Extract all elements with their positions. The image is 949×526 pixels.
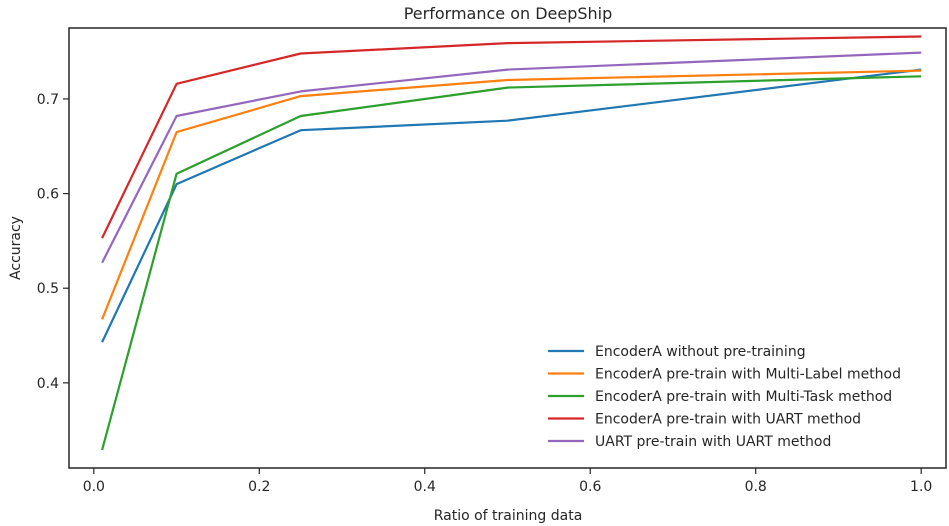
series-line-4 <box>101 35 922 239</box>
x-tick-label: 0.2 <box>248 479 270 495</box>
y-tick-label: 0.5 <box>37 281 59 297</box>
series-line-1 <box>101 68 922 343</box>
x-tick-label: 1.0 <box>910 479 932 495</box>
y-axis-label: Accuracy <box>8 216 24 280</box>
series-line-3 <box>101 75 922 451</box>
y-axis: 0.4 0.5 0.6 0.7 <box>37 92 69 392</box>
y-tick-label: 0.7 <box>37 92 59 108</box>
chart-title: Performance on DeepShip <box>404 4 613 23</box>
legend-label-2: EncoderA pre-train with Multi-Label meth… <box>595 367 901 383</box>
x-tick-label: 0.4 <box>414 479 436 495</box>
x-axis: 0.0 0.2 0.4 0.6 0.8 1.0 <box>83 468 932 495</box>
series-lines <box>101 35 922 451</box>
series-line-2 <box>101 69 922 320</box>
x-tick-label: 0.6 <box>579 479 601 495</box>
series-line-5 <box>101 51 922 264</box>
plot-frame <box>68 27 947 469</box>
x-tick-label: 0.0 <box>83 479 105 495</box>
x-tick-label: 0.8 <box>745 479 767 495</box>
y-tick-label: 0.4 <box>37 376 59 392</box>
x-axis-label: Ratio of training data <box>434 508 583 524</box>
legend: EncoderA without pre-training EncoderA pr… <box>548 344 901 450</box>
legend-label-3: EncoderA pre-train with Multi-Task metho… <box>595 389 892 405</box>
legend-label-1: EncoderA without pre-training <box>595 344 806 360</box>
legend-label-5: UART pre-train with UART method <box>595 434 831 450</box>
legend-label-4: EncoderA pre-train with UART method <box>595 412 861 428</box>
y-tick-label: 0.6 <box>37 187 59 203</box>
